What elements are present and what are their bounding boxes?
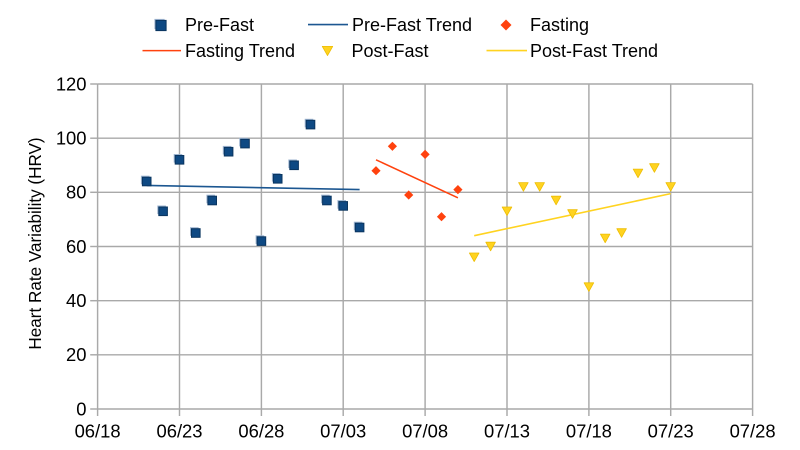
svg-text:Pre-Fast: Pre-Fast <box>185 15 254 35</box>
svg-text:0: 0 <box>76 398 86 419</box>
svg-text:80: 80 <box>66 182 86 203</box>
svg-text:06/28: 06/28 <box>238 421 284 442</box>
svg-text:100: 100 <box>56 128 87 149</box>
svg-text:Fasting: Fasting <box>530 15 589 35</box>
svg-text:06/18: 06/18 <box>75 421 121 442</box>
svg-text:Post-Fast Trend: Post-Fast Trend <box>530 41 658 61</box>
svg-text:07/03: 07/03 <box>320 421 366 442</box>
svg-text:Heart Rate Variability (HRV): Heart Rate Variability (HRV) <box>26 137 45 349</box>
svg-text:07/13: 07/13 <box>484 421 530 442</box>
svg-text:120: 120 <box>56 73 87 94</box>
svg-text:20: 20 <box>66 344 86 365</box>
svg-text:07/08: 07/08 <box>402 421 448 442</box>
svg-text:40: 40 <box>66 290 86 311</box>
svg-text:07/23: 07/23 <box>648 421 694 442</box>
svg-text:Post-Fast: Post-Fast <box>352 41 429 61</box>
svg-text:06/23: 06/23 <box>156 421 202 442</box>
svg-text:07/28: 07/28 <box>730 421 776 442</box>
svg-text:07/18: 07/18 <box>566 421 612 442</box>
svg-text:Fasting Trend: Fasting Trend <box>185 41 295 61</box>
svg-text:Pre-Fast Trend: Pre-Fast Trend <box>352 15 472 35</box>
svg-text:60: 60 <box>66 236 86 257</box>
